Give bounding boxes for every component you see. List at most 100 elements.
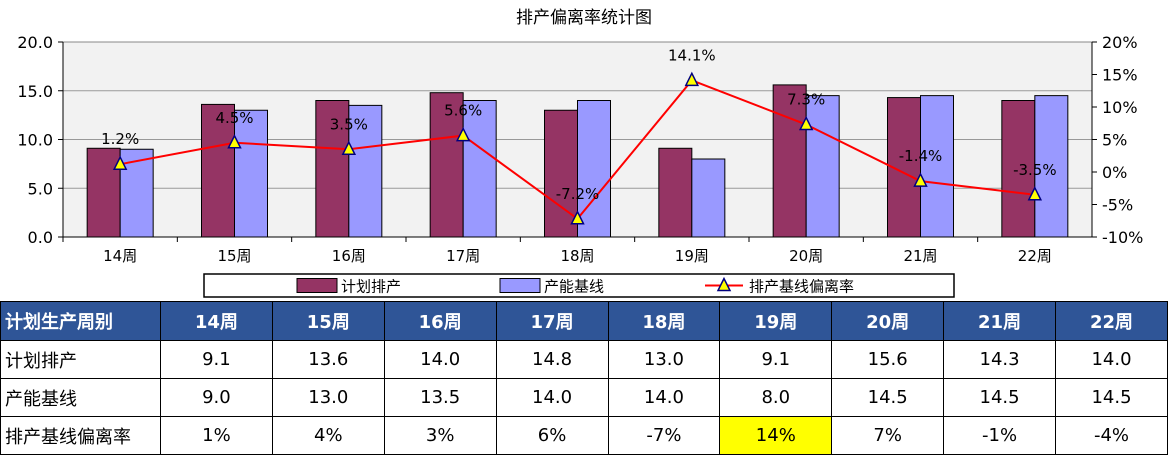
data-label: -3.5%: [1013, 161, 1057, 179]
table-cell: 4%: [271, 416, 385, 455]
y-tick-label: 5.0: [28, 179, 53, 198]
table-header-week: 15周: [271, 301, 385, 341]
data-label: 3.5%: [330, 115, 368, 133]
bar-baseline: [577, 100, 611, 238]
y2-tick-label: 10%: [1102, 98, 1138, 117]
y2-tick-label: 5%: [1102, 131, 1127, 150]
table-header-week: 20周: [831, 301, 945, 341]
legend-swatch: [296, 278, 338, 293]
table-cell: 14.3: [943, 340, 1056, 379]
table-cell: 7%: [831, 416, 945, 455]
table-cell: 14%: [719, 416, 833, 455]
y-tick-label: 20.0: [17, 33, 53, 52]
data-label: 7.3%: [787, 91, 825, 109]
table-cell: 9.0: [160, 378, 273, 417]
bar-plan: [315, 100, 350, 238]
table-cell: 14.0: [607, 378, 721, 417]
data-label: 4.5%: [215, 109, 253, 127]
y-tick-label: 0.0: [28, 228, 53, 247]
table-cell: -7%: [607, 416, 721, 455]
y2-tick-label: 0%: [1102, 163, 1127, 182]
chart-svg: 排产偏离率统计图 0.0 5.0 10.0 15.0 20.0 -10% -5% 0% 5% 10%…: [17, 8, 1143, 298]
y2-tick-label: -5%: [1102, 196, 1133, 215]
table-header-label: 计划生产周别: [0, 301, 161, 341]
table-cell: 13.6: [271, 340, 385, 379]
bar-baseline: [805, 95, 840, 238]
legend-label: 排产基线偏离率: [749, 278, 854, 296]
table-cell: 14.8: [495, 340, 609, 379]
table-cell: -1%: [943, 416, 1056, 455]
x-tick-label: 20周: [789, 247, 823, 265]
bar-plan: [658, 147, 693, 238]
data-label: 1.2%: [101, 130, 139, 148]
table-cell: 9.1: [160, 340, 273, 379]
deviation-marker: [570, 210, 585, 225]
deviation-marker: [341, 140, 357, 155]
bar-plan: [772, 84, 807, 238]
bar-baseline: [462, 100, 497, 238]
table-cell: 8.0: [719, 378, 833, 417]
table-cell: 6%: [495, 416, 609, 455]
table-cell: 13.0: [271, 378, 385, 417]
chart-title: 排产偏离率统计图: [516, 8, 652, 28]
table-header-week: 19周: [719, 301, 833, 341]
deviation-marker: [798, 115, 814, 131]
legend-marker: [716, 276, 732, 292]
table-row: 产能基线 9.0 13.0 13.5 14.0 14.0 8.0 14.5 14.5 14.5: [0, 378, 1168, 417]
data-label: 14.1%: [668, 46, 716, 64]
table-header-week: 17周: [495, 301, 609, 341]
table-cell: 14.5: [1055, 378, 1168, 417]
data-label: -1.4%: [899, 147, 943, 165]
y2-tick-label: -10%: [1102, 228, 1143, 247]
table-cell: 14.5: [943, 378, 1056, 417]
x-tick-label: 19周: [675, 247, 709, 265]
deviation-marker: [112, 155, 128, 170]
table-cell: 14.0: [495, 378, 609, 417]
table-cell: 1%: [160, 416, 273, 455]
bar-plan: [544, 109, 578, 238]
deviation-marker: [684, 71, 700, 87]
x-tick-label: 18周: [560, 247, 594, 265]
data-table: 计划生产周别 14周 15周 16周 17周 18周 19周 20周 21周 22周 计划排产 9…: [0, 301, 1168, 455]
x-tick-label: 17周: [446, 247, 480, 265]
deviation-marker: [455, 126, 471, 142]
table-cell: 14.5: [831, 378, 945, 417]
x-tick-label: 21周: [903, 247, 937, 265]
bar-baseline: [348, 104, 383, 238]
bar-plan: [1001, 100, 1036, 238]
legend-label: 计划排产: [341, 278, 401, 296]
deviation-marker: [1027, 186, 1043, 201]
table-header-week: 18周: [607, 301, 721, 341]
bar-baseline: [234, 109, 268, 238]
table-cell: 14.0: [383, 340, 497, 379]
bar-baseline: [691, 158, 726, 238]
table-cell: 9.1: [719, 340, 833, 379]
table-row-label: 产能基线: [0, 378, 161, 417]
table-header-week: 14周: [160, 301, 273, 341]
x-tick-label: 14周: [103, 247, 137, 265]
deviation-marker: [227, 134, 242, 149]
bar-baseline: [1034, 95, 1069, 238]
chart-area: 排产偏离率统计图 0.0 5.0 10.0 15.0 20.0 -10% -5% 0% 5% 10%…: [17, 8, 1143, 298]
table-cell: 14.0: [1055, 340, 1168, 379]
deviation-marker: [913, 172, 928, 187]
table-body: 计划排产 9.1 13.6 14.0 14.8 13.0 9.1 15.6 14.3 14.0 产能…: [0, 340, 1168, 455]
table-header-week: 21周: [943, 301, 1056, 341]
table-row-label: 计划排产: [0, 340, 161, 379]
data-label: -7.2%: [556, 185, 600, 203]
y2-tick-label: 20%: [1102, 33, 1138, 52]
table-row: 计划排产 9.1 13.6 14.0 14.8 13.0 9.1 15.6 14.3 14.0: [0, 340, 1168, 379]
legend-label: 产能基线: [544, 278, 604, 296]
y-tick-label: 10.0: [17, 131, 53, 150]
bar-baseline: [920, 95, 954, 238]
table-row-label: 排产基线偏离率: [0, 416, 161, 455]
x-tick-label: 15周: [217, 247, 251, 265]
table-cell: 13.0: [607, 340, 721, 379]
x-tick-label: 22周: [1018, 247, 1052, 265]
table-cell: 15.6: [831, 340, 945, 379]
y-tick-label: 15.0: [17, 82, 53, 101]
table-header-week: 22周: [1055, 301, 1168, 341]
bar-plan: [86, 147, 121, 238]
table-row: 排产基线偏离率 1% 4% 3% 6% -7% 14% 7% -1% -4%: [0, 416, 1168, 455]
legend-swatch: [499, 278, 541, 293]
